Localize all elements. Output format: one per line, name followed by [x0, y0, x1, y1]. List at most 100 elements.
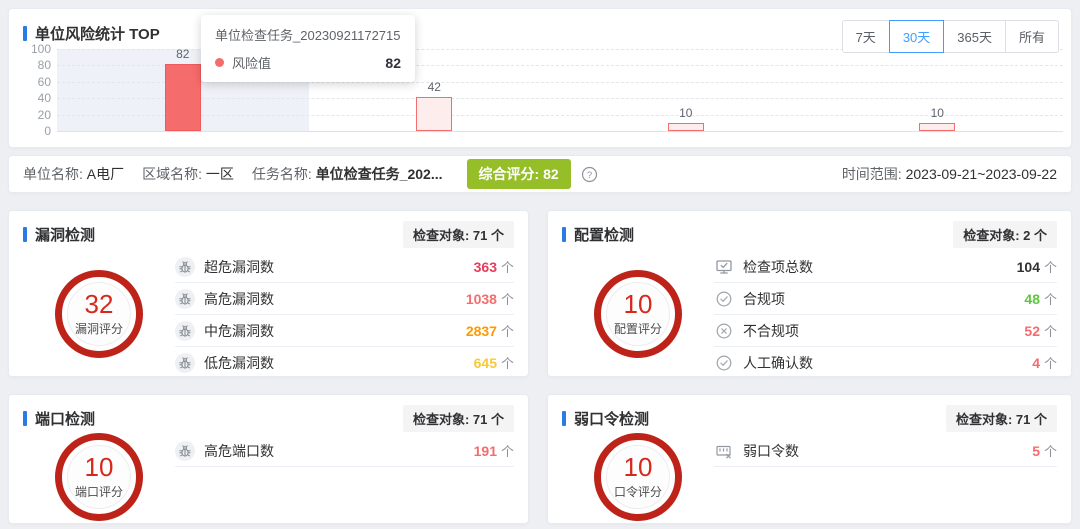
stat-label: 弱口令数	[743, 442, 799, 459]
y-axis-tick: 40	[37, 91, 51, 106]
title-accent-bar	[562, 410, 566, 426]
panel-title-text: 配置检测	[574, 226, 635, 244]
check-target-badge: 检查对象: 71 个	[402, 404, 514, 432]
time-range-field: 时间范围: 2023-09-21~2023-09-22	[842, 164, 1057, 184]
score-value: 10	[84, 452, 114, 482]
task-name-label: 任务名称:	[251, 166, 312, 182]
bar-value-label: 10	[930, 105, 944, 120]
unit-name-label: 单位名称:	[23, 166, 83, 182]
bug-icon	[175, 288, 195, 309]
y-axis-tick: 20	[37, 107, 51, 122]
panel-title: 端口检测	[23, 408, 95, 429]
chart-bar[interactable]	[416, 96, 453, 131]
stat-label: 低危漏洞数	[204, 354, 274, 371]
stat-label: 合规项	[743, 290, 785, 307]
bug-icon	[175, 440, 195, 461]
series-dot-icon	[215, 58, 224, 67]
task-info-bar: 单位名称: A电厂 区域名称: 一区 任务名称: 单位检查任务_202... 综…	[8, 155, 1072, 193]
stat-value: 1038 个	[465, 291, 514, 307]
question-circle-icon[interactable]: ?	[581, 166, 598, 183]
chart-bar[interactable]	[919, 122, 956, 131]
table-row: 中危漏洞数 2837 个	[175, 315, 514, 347]
bar-value-label: 82	[176, 46, 190, 61]
stat-label: 检查项总数	[743, 258, 813, 275]
table-row: 低危漏洞数 645 个	[175, 347, 514, 376]
panel-configuration: 配置检测 检查对象: 2 个 10 配置评分 检查项总数 104 个	[547, 210, 1072, 377]
svg-text:?: ?	[587, 169, 592, 180]
score-label: 口令评分	[613, 485, 662, 499]
score-label: 端口评分	[74, 485, 123, 499]
gridline	[57, 114, 1063, 116]
task-name-value: 单位检查任务_202...	[315, 166, 443, 182]
table-row: 检查项总数 104 个	[714, 251, 1057, 283]
x-circle-icon	[714, 321, 734, 341]
stat-label: 中危漏洞数	[204, 322, 274, 339]
risk-statistics-panel: 单位风险统计 TOP 7天 30天 365天 所有 82 42 10 10 单位检查任…	[8, 8, 1072, 148]
title-accent-bar	[23, 410, 27, 426]
panel-title-text: 端口检测	[35, 410, 96, 428]
chart-title-text: 单位风险统计 TOP	[35, 26, 160, 43]
panel-title: 漏洞检测	[23, 224, 95, 245]
panel-title: 弱口令检测	[562, 408, 649, 429]
panel-title: 配置检测	[562, 224, 634, 245]
unit-name-value: A电厂	[86, 166, 125, 182]
time-range-filter: 7天 30天 365天 所有	[841, 20, 1059, 53]
chart-bar[interactable]	[164, 63, 201, 131]
overall-score-badge: 综合评分: 82	[466, 159, 571, 189]
password-score-ring: 10 口令评分	[594, 433, 682, 521]
stat-label: 人工确认数	[743, 354, 813, 371]
table-row: 超危漏洞数 363 个	[175, 251, 514, 283]
bug-icon	[175, 256, 195, 277]
y-axis-tick: 0	[44, 124, 51, 138]
score-value: 32	[84, 289, 114, 319]
title-accent-bar	[23, 226, 27, 242]
title-accent-bar	[562, 226, 566, 242]
tooltip-series-label: 风险值	[232, 56, 272, 71]
check-target-badge: 检查对象: 71 个	[945, 404, 1057, 432]
score-label: 配置评分	[613, 322, 662, 336]
check-circle-icon	[714, 353, 734, 373]
filter-365d-button[interactable]: 365天	[943, 20, 1006, 53]
y-axis-tick: 100	[30, 42, 51, 56]
score-label: 漏洞评分	[74, 322, 123, 336]
stat-label: 高危漏洞数	[204, 290, 274, 307]
title-accent-bar	[23, 26, 27, 41]
y-axis-tick: 60	[37, 74, 51, 89]
filter-7d-button[interactable]: 7天	[841, 20, 890, 53]
port-score-ring: 10 端口评分	[55, 433, 143, 521]
chart-bar[interactable]	[667, 122, 704, 131]
tooltip-value: 82	[385, 54, 401, 71]
gridline	[57, 81, 1063, 83]
filter-30d-button[interactable]: 30天	[888, 20, 945, 53]
stat-value: 52 个	[1024, 323, 1057, 339]
gridline	[57, 98, 1063, 100]
filter-all-button[interactable]: 所有	[1004, 20, 1059, 53]
score-value: 10	[623, 289, 653, 319]
gridline	[57, 49, 1063, 50]
score-value: 10	[623, 452, 653, 482]
stat-value: 191 个	[473, 443, 514, 459]
check-circle-icon	[714, 289, 734, 309]
region-name-label: 区域名称:	[142, 166, 203, 182]
region-name-field: 区域名称: 一区	[142, 164, 234, 184]
stat-label: 高危端口数	[204, 442, 274, 459]
unit-name-field: 单位名称: A电厂	[23, 164, 124, 184]
stat-value: 104 个	[1016, 259, 1057, 275]
table-row: 高危端口数 191 个	[175, 435, 514, 467]
stat-label: 超危漏洞数	[204, 258, 274, 275]
configuration-score-ring: 10 配置评分	[594, 270, 682, 358]
stat-value: 48 个	[1024, 291, 1057, 307]
tooltip-title: 单位检查任务_20230921172715	[215, 28, 401, 43]
stat-label: 不合规项	[743, 322, 799, 339]
detection-panels-grid: 漏洞检测 检查对象: 71 个 32 漏洞评分 超危漏洞数 363 个	[8, 210, 1072, 524]
panel-port: 端口检测 检查对象: 71 个 10 端口评分 高危端口数 191 个	[8, 394, 529, 524]
chart-tooltip: 单位检查任务_20230921172715 风险值 82	[201, 15, 415, 82]
bar-value-label: 42	[427, 79, 441, 94]
check-target-badge: 检查对象: 71 个	[402, 220, 514, 248]
stat-value: 363 个	[473, 259, 514, 275]
